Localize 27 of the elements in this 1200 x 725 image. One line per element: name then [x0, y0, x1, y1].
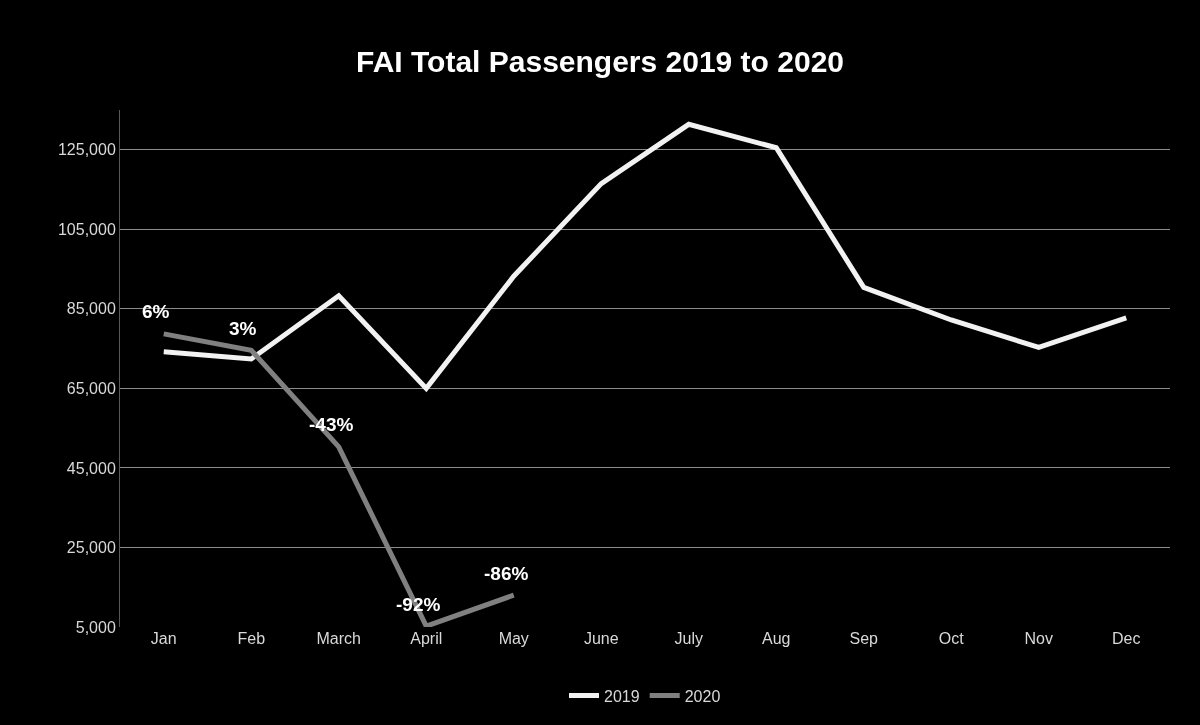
x-tick-label: Dec	[1112, 630, 1141, 647]
y-tick-label: 45,000	[66, 459, 116, 477]
x-tick-label: March	[316, 630, 361, 647]
x-tick-label: Sep	[849, 630, 879, 647]
x-tick-label: April	[410, 630, 443, 647]
x-tick-label: Nov	[1024, 630, 1053, 647]
x-tick-label: May	[498, 630, 529, 647]
y-tick-label: 25,000	[66, 539, 116, 557]
annotation: 6%	[142, 301, 170, 322]
x-tick-label: June	[583, 630, 619, 647]
annotation: 3%	[229, 318, 257, 339]
y-tick-label: 125,000	[57, 141, 116, 159]
legend-label: 2019	[604, 687, 640, 705]
legend-label: 2020	[684, 687, 721, 705]
y-tick-label: 5,000	[75, 618, 116, 636]
y-tick-label: 65,000	[66, 379, 116, 397]
x-tick-label: Jan	[150, 630, 177, 647]
annotation: -92%	[396, 594, 441, 615]
x-tick-label: Feb	[237, 630, 266, 647]
y-tick-label: 105,000	[57, 220, 116, 238]
annotation: -86%	[484, 563, 529, 584]
annotation: -43%	[309, 414, 354, 435]
x-tick-label: Oct	[938, 630, 965, 647]
chart-title: FAI Total Passengers 2019 to 2020	[355, 44, 845, 78]
x-tick-label: Aug	[762, 630, 791, 647]
y-tick-label: 85,000	[66, 300, 116, 318]
x-tick-label: July	[674, 630, 703, 647]
